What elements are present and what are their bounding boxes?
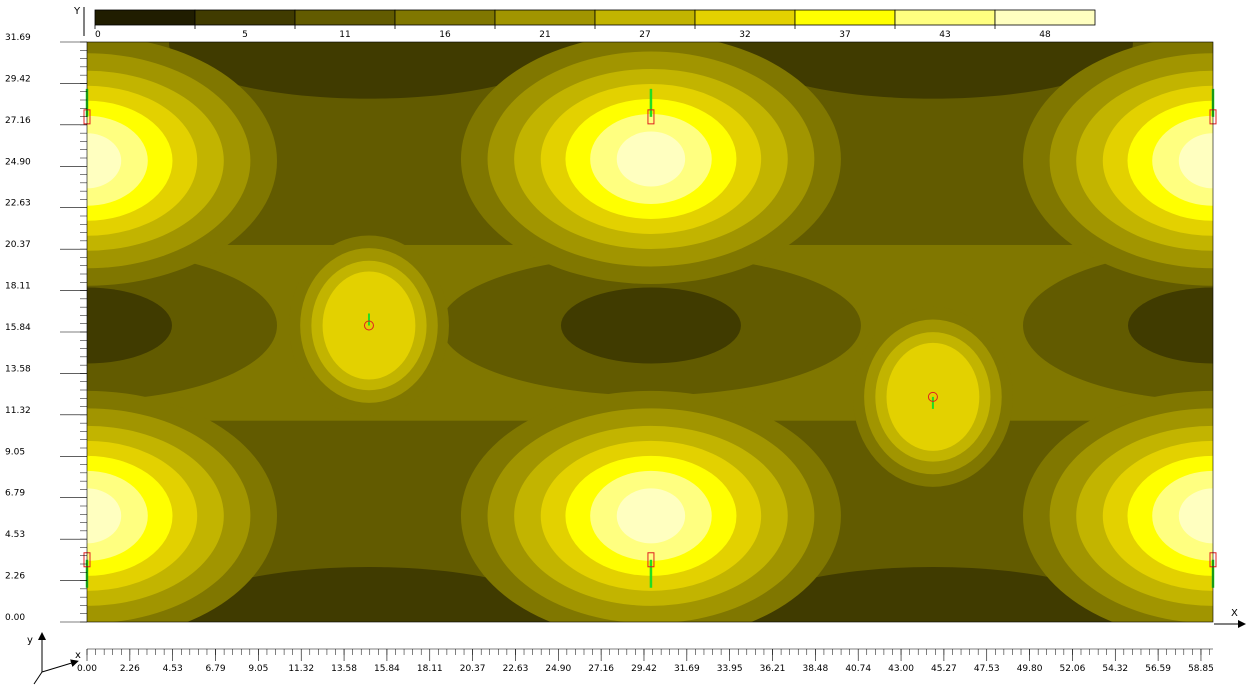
y-tick-label-14: 31.69 [5,33,31,43]
low-zone-bottom-b [732,567,1133,622]
gizmo-y-label: y [27,635,33,646]
peak-5-ring-6 [1178,488,1213,544]
legend-swatch-4 [494,9,596,26]
legend-label-3: 16 [439,30,451,40]
y-tick-label-0: 0.00 [5,613,25,623]
legend-swatch-7 [794,9,896,26]
low-zone-right [1023,250,1213,401]
legend-swatch-9 [994,9,1096,26]
legend-swatch-0 [94,9,196,26]
x-tick-label-24: 54.32 [1102,664,1128,674]
y-tick-label-10: 22.63 [5,199,31,209]
y-tick-label-4: 9.05 [5,447,25,457]
legend-swatches [94,9,1096,26]
x-tick-label-16: 36.21 [760,664,786,674]
x-tick-label-26: 58.85 [1188,664,1214,674]
column-marker-1 [927,391,938,402]
peak-3-ring-6 [87,488,122,544]
x-axis-letter: X [1231,608,1238,619]
legend-label-6: 32 [739,30,750,40]
x-tick-label-23: 52.06 [1060,664,1086,674]
legend-label-9: 48 [1039,30,1051,40]
support-box-1 [647,109,655,125]
legend-swatch-3 [394,9,496,26]
x-tick-label-22: 49.80 [1017,664,1043,674]
x-tick-label-17: 38.48 [802,664,828,674]
x-tick-label-12: 27.16 [588,664,614,674]
x-tick-label-8: 18.11 [417,664,443,674]
x-tick-label-4: 9.05 [248,664,268,674]
x-tick-label-2: 4.53 [163,664,183,674]
x-tick-label-3: 6.79 [206,664,226,674]
x-tick-label-9: 20.37 [460,664,486,674]
x-tick-label-13: 29.42 [631,664,657,674]
legend-y-letter: Y [73,6,81,17]
y-tick-label-1: 2.26 [5,572,25,582]
plot-area [83,41,1217,623]
coordinate-gizmo: y x [27,632,81,685]
x-axis-arrow: X [1214,608,1246,628]
y-tick-label-3: 6.79 [5,489,25,499]
x-tick-label-5: 11.32 [288,664,314,674]
x-tick-label-6: 13.58 [331,664,357,674]
low-zone-top-a [169,42,569,99]
low-zone-top-b [732,42,1133,99]
low-zone-right-inner [1128,287,1213,364]
peak-2-ring-6 [1178,133,1213,189]
low-zone-left [87,250,277,401]
x-tick-label-1: 2.26 [120,664,140,674]
legend-label-2: 11 [339,30,350,40]
y-tick-label-8: 18.11 [5,282,31,292]
support-box-4 [647,552,655,568]
legend-swatch-1 [194,9,296,26]
peak-1-ring-6 [616,131,686,187]
legend-label-7: 37 [839,30,850,40]
peak-4-ring-6 [616,488,686,544]
y-tick-label-9: 20.37 [5,240,31,250]
y-tick-label-7: 15.84 [5,323,31,333]
y-tick-label-2: 4.53 [5,530,25,540]
x-tick-label-25: 56.59 [1145,664,1171,674]
legend-label-1: 5 [242,30,248,40]
x-tick-label-19: 43.00 [888,664,914,674]
x-tick-label-18: 40.74 [845,664,871,674]
x-tick-label-20: 45.27 [931,664,957,674]
legend-label-5: 27 [639,30,650,40]
legend-label-0: 0 [95,30,101,40]
peak-0-ring-6 [87,133,122,189]
y-tick-label-6: 13.58 [5,364,31,374]
x-tick-label-14: 31.69 [674,664,700,674]
x-axis: 0.00 2.26 4.53 6.79 9.05 11.32 13.58 15.84 18.11… [77,648,1214,674]
legend-swatch-5 [594,9,696,26]
low-zone-center-inner [560,287,741,364]
x-tick-label-21: 47.53 [974,664,1000,674]
y-axis: 0.00 2.26 4.53 6.79 9.05 11.32 13.58 15.84 18.11… [5,33,87,623]
contour-fill [87,42,1213,622]
legend-label-8: 43 [939,30,950,40]
y-tick-label-12: 27.16 [5,116,31,126]
legend-swatch-2 [294,9,396,26]
gizmo-x-label: x [75,650,81,661]
y-tick-label-13: 29.42 [5,74,31,84]
legend: Y 0 5 11 16 21 27 32 37 43 48 [73,6,1096,40]
x-tick-label-15: 33.95 [717,664,743,674]
column-marker-0 [363,320,374,331]
x-tick-label-7: 15.84 [374,664,400,674]
y-tick-label-5: 11.32 [5,406,31,416]
legend-swatch-6 [694,9,796,26]
low-zone-left-inner [87,287,172,364]
low-zone-bottom-a [169,567,569,622]
x-tick-label-10: 22.63 [503,664,529,674]
legend-label-4: 21 [539,30,550,40]
y-tick-label-11: 24.90 [5,157,31,167]
x-tick-label-0: 0.00 [77,664,97,674]
x-tick-label-11: 24.90 [545,664,571,674]
legend-labels: 0 5 11 16 21 27 32 37 43 48 [94,25,1051,40]
legend-swatch-8 [894,9,996,26]
